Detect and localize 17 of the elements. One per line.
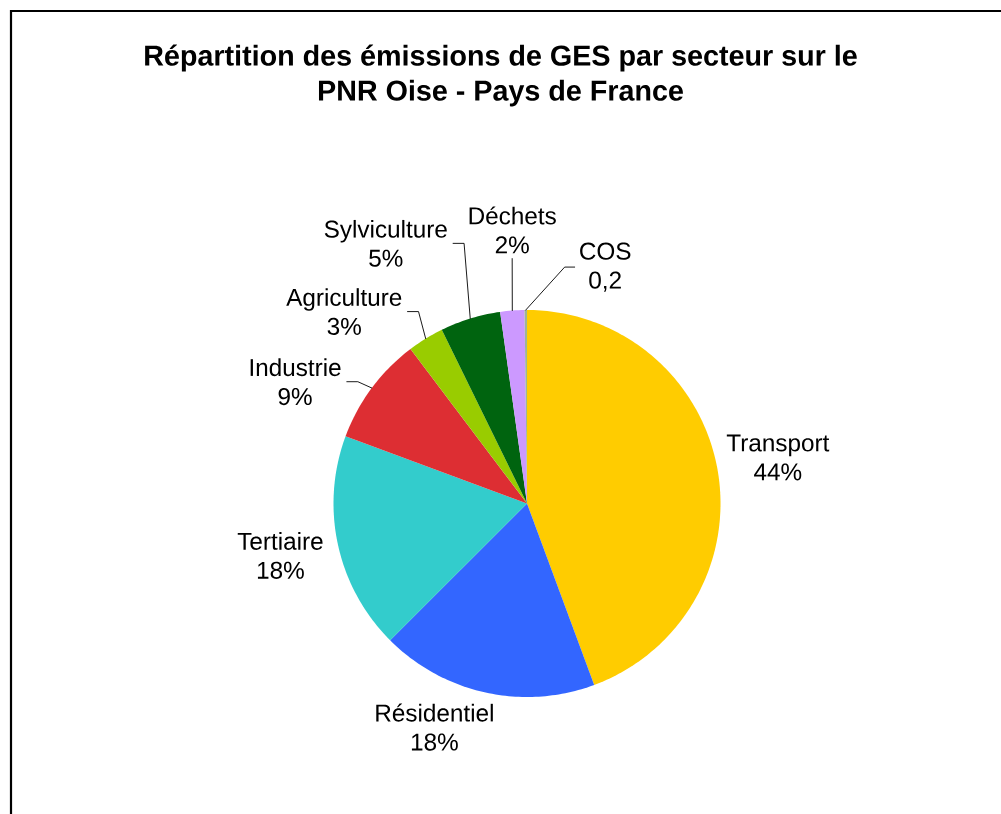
- slice-label: Tertiaire: [237, 532, 323, 550]
- data-label: 3%: [327, 317, 361, 336]
- data-label: 9%: [278, 387, 312, 406]
- chart-title: Répartition des émissions de GES par secteur sur le PNR Oise - Pays de France: [145, 44, 857, 107]
- slice-label: COS: [580, 242, 631, 260]
- slice-label: Déchets: [469, 206, 556, 225]
- slice-label: Sylviculture: [324, 219, 447, 243]
- slice-label: Résidentiel: [376, 703, 493, 722]
- data-label: 18%: [411, 733, 458, 751]
- data-label: 0,2: [589, 271, 621, 292]
- data-label: 18%: [257, 561, 304, 579]
- data-label: 5%: [369, 249, 403, 267]
- data-label: 44%: [754, 463, 802, 481]
- slice-label: Industrie: [250, 358, 341, 377]
- slice-label: Transport: [726, 434, 830, 457]
- slice-label: Agriculture: [286, 288, 402, 311]
- data-label: 2%: [495, 236, 529, 254]
